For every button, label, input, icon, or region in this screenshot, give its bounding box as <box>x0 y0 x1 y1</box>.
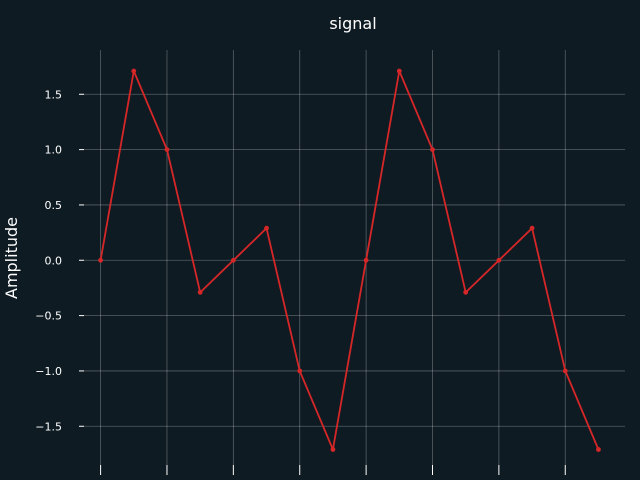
data-point <box>463 289 469 295</box>
data-point <box>596 447 601 452</box>
data-point <box>430 147 435 153</box>
data-point <box>562 368 568 374</box>
y-tick-label: 0.5 <box>45 199 63 212</box>
y-axis-label: Amplitude <box>2 217 21 299</box>
axis-ticks: 1.5 1.0 0.5 0.0 −0.5 −1.0 −1.5 <box>35 88 566 475</box>
data-point <box>297 368 303 374</box>
data-point <box>396 68 402 74</box>
data-point <box>529 225 535 231</box>
data-point <box>197 289 203 295</box>
y-tick-label: 0.0 <box>45 254 63 267</box>
data-point <box>363 257 369 263</box>
data-point <box>264 225 269 231</box>
data-point <box>131 68 137 74</box>
y-tick-label: −0.5 <box>35 310 62 323</box>
y-tick-label: 1.5 <box>45 88 63 101</box>
chart-title: signal <box>329 14 376 33</box>
grid <box>84 50 625 465</box>
data-point <box>164 147 170 153</box>
series-layer <box>98 68 601 452</box>
y-tick-label: 1.0 <box>45 144 63 157</box>
data-point <box>330 447 336 452</box>
y-tick-label: −1.0 <box>35 365 62 378</box>
series-line <box>99 70 600 451</box>
data-point <box>230 257 236 263</box>
data-point <box>496 257 502 263</box>
y-tick-label: −1.5 <box>35 420 62 433</box>
data-point <box>98 257 103 263</box>
